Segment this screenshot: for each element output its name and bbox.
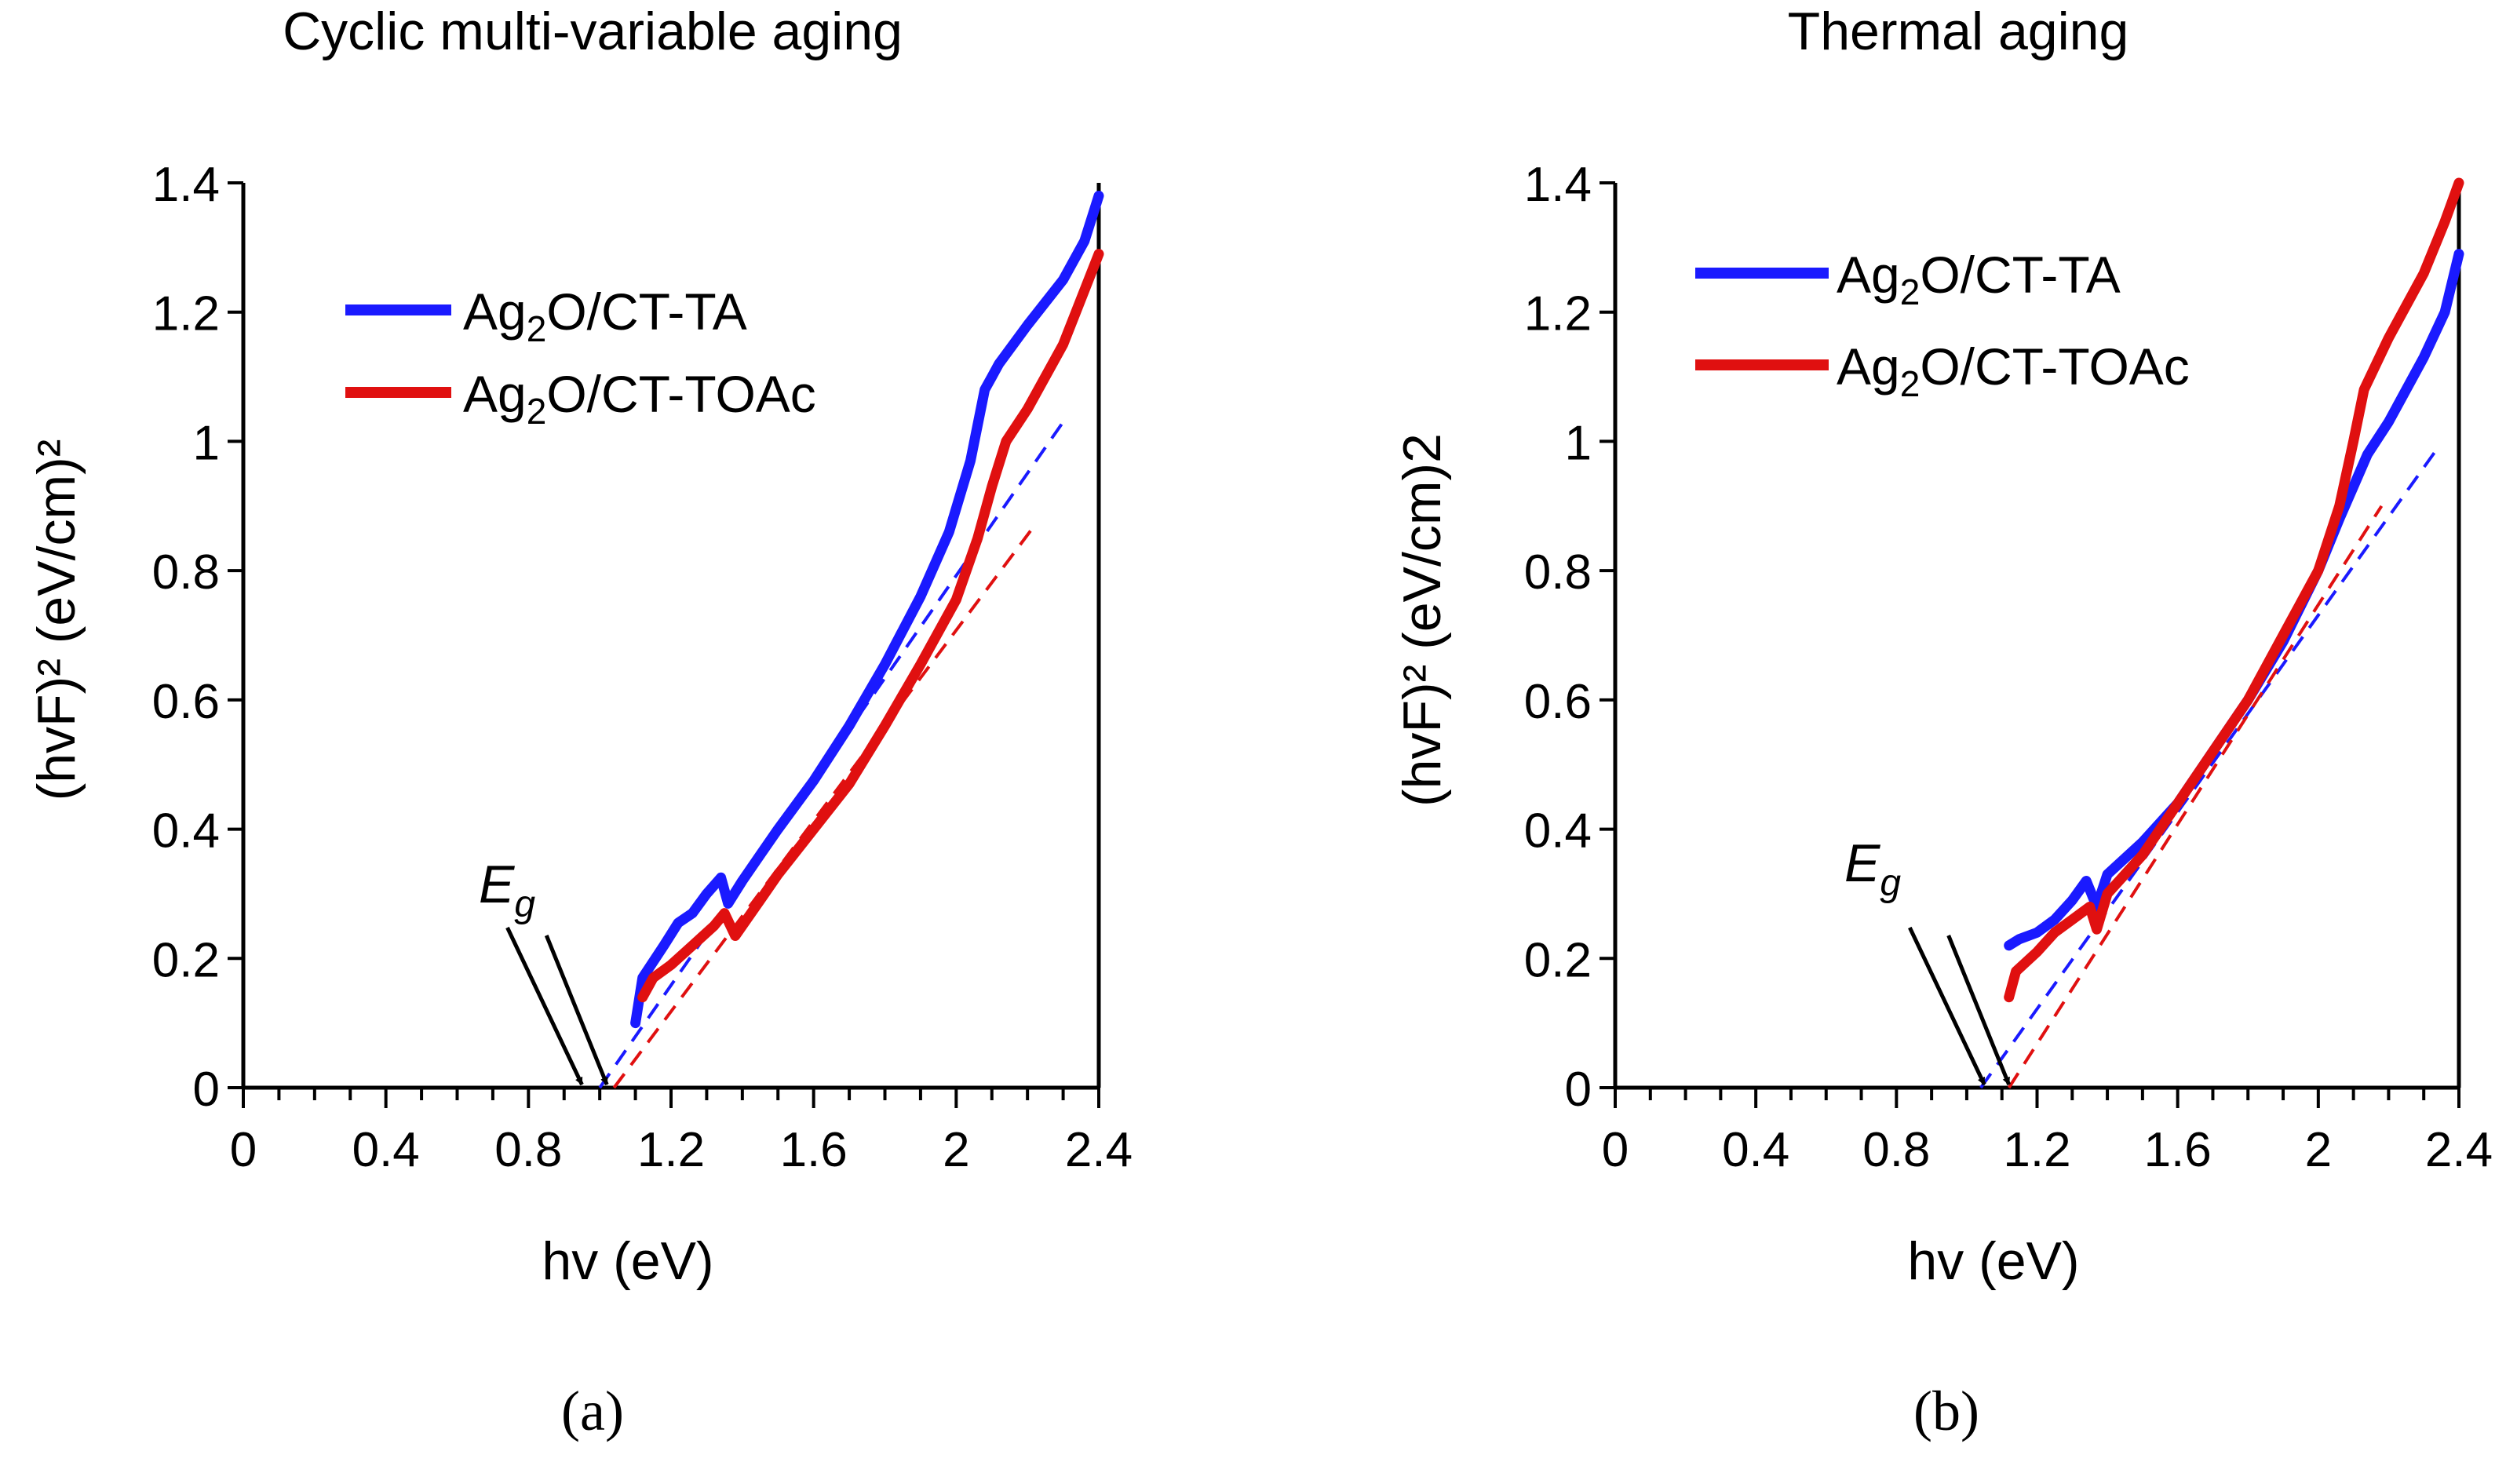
x-axis-ticks: 0 0.4 0.8 1.2 1.6 2 2.4: [1602, 1088, 2493, 1177]
y-tick-label: 1: [1565, 416, 1592, 470]
x-tick-label: 0.8: [1862, 1123, 1930, 1177]
x-axis-label: hv (eV): [542, 1231, 713, 1291]
y-axis-label: (hvF)² (eV/cm)2: [1392, 433, 1452, 807]
y-tick-label: 1.4: [152, 158, 220, 212]
y-tick-label: 0.6: [1524, 675, 1592, 729]
x-tick-label: 0: [230, 1123, 257, 1177]
series-line: [630, 191, 1104, 1029]
series-layer: [598, 191, 1104, 1089]
eg-arrow: [1908, 926, 1986, 1086]
legend-label-toac: Ag2O/CT-TOAc: [463, 365, 816, 432]
eg-arrows: [505, 926, 609, 1086]
x-tick-label: 1.6: [2144, 1123, 2212, 1177]
eg-arrow: [505, 926, 584, 1086]
y-axis-ticks: 0 0.2 0.4 0.6 0.8 1 1.2 1.4: [152, 158, 243, 1117]
x-tick-label: 0.8: [494, 1123, 562, 1177]
chart-title: Thermal aging: [1788, 2, 2129, 61]
eg-annotation: Eg: [1844, 833, 1901, 904]
eg-arrow: [544, 935, 609, 1085]
y-tick-label: 0.6: [152, 675, 220, 729]
panel-b: Thermal aging 00.20.40.60.811.21.4 0 0.4 0…: [1392, 2, 2493, 1442]
y-tick-label: 1.2: [1524, 287, 1592, 341]
y-tick-label: 0: [193, 1063, 220, 1117]
y-tick-label: 1.2: [152, 287, 220, 341]
y-axis-ticks: 0 0.2 0.4 0.6 0.8 1 1.2 1.4: [1524, 158, 1615, 1117]
x-tick-label: 2.4: [1065, 1123, 1133, 1177]
y-tick-label: 0.4: [152, 804, 220, 859]
series-layer: [1979, 177, 2464, 1089]
chart-title: Cyclic multi-variable aging: [283, 2, 903, 61]
legend-label-ta: Ag2O/CT-TA: [463, 283, 747, 349]
x-tick-label: 2: [2305, 1123, 2332, 1177]
eg-annotation: Eg: [479, 855, 535, 925]
fit-line: [1979, 447, 2439, 1089]
panel-label-b: (b): [1913, 1380, 1979, 1442]
panel-a: Cyclic multi-variable aging 0 0.2 0.4 0.6 0.…: [27, 2, 1133, 1442]
x-axis-ticks: 0 0.4 0.8 1.2 1.6 2 2.4: [230, 1088, 1133, 1177]
eg-arrows: [1908, 926, 2011, 1086]
y-tick-label: 0.2: [1524, 933, 1592, 987]
y-tick-label: 0.8: [152, 545, 220, 600]
y-tick-label: 0.8: [1524, 545, 1592, 600]
y-tick-label: 0.2: [152, 933, 220, 987]
y-tick-label: 1: [193, 416, 220, 470]
x-tick-label: 0.4: [352, 1123, 420, 1177]
fit-line: [612, 524, 1036, 1089]
y-tick-label: 0: [1565, 1063, 1592, 1117]
x-tick-label: 1.6: [780, 1123, 848, 1177]
legend: Ag2O/CT-TA Ag2O/CT-TOAc: [345, 283, 816, 432]
fit-line: [2007, 505, 2384, 1089]
y-tick-label: 0.4: [1524, 804, 1592, 859]
legend-label-toac: Ag2O/CT-TOAc: [1837, 337, 2190, 404]
x-tick-label: 1.2: [2003, 1123, 2070, 1177]
y-tick-label: 1.4: [1524, 158, 1592, 212]
x-tick-label: 0: [1602, 1123, 1629, 1177]
x-tick-label: 0.4: [1722, 1123, 1789, 1177]
x-tick-label: 1.2: [637, 1123, 705, 1177]
x-tick-label: 2: [943, 1123, 969, 1177]
panel-label-a: (a): [561, 1380, 624, 1442]
legend-label-ta: Ag2O/CT-TA: [1837, 246, 2121, 312]
x-tick-label: 2.4: [2425, 1123, 2493, 1177]
x-axis-label: hv (eV): [1907, 1231, 2079, 1291]
y-axis-label: (hvF)² (eV/cm)²: [27, 439, 86, 801]
eg-arrow: [1946, 935, 2011, 1085]
legend: Ag2O/CT-TA Ag2O/CT-TOAc: [1695, 246, 2190, 404]
series-line: [2004, 177, 2464, 1003]
series-line: [637, 249, 1104, 1003]
